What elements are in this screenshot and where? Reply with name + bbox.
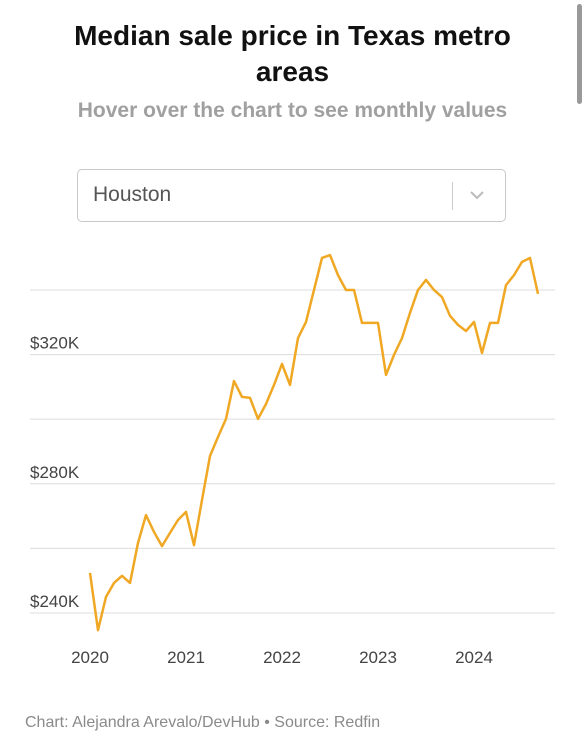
x-tick-label: 2021 xyxy=(167,648,205,667)
y-tick-label: $320K xyxy=(30,334,80,353)
scrollbar xyxy=(577,4,582,104)
x-tick-label: 2024 xyxy=(455,648,493,667)
dropdown-arrow[interactable] xyxy=(468,188,486,202)
y-tick-label: $240K xyxy=(30,592,80,611)
y-tick-label: $280K xyxy=(30,463,80,482)
dropdown-value: Houston xyxy=(93,183,172,206)
metro-dropdown[interactable]: Houston xyxy=(77,169,506,222)
chart-source: Chart: Alejandra Arevalo/DevHub • Source… xyxy=(25,714,381,731)
x-tick-label: 2020 xyxy=(71,648,109,667)
x-tick-label: 2022 xyxy=(263,648,301,667)
chart: $240K $280K $320K 2020 2021 2022 2023 2024 xyxy=(30,253,555,667)
x-tick-label: 2023 xyxy=(359,648,397,667)
chart-subtitle: Hover over the chart to see monthly valu… xyxy=(77,99,508,122)
dropdown-separator xyxy=(452,182,453,210)
chart-title: Median sale price in Texas metro areas xyxy=(74,20,511,87)
price-line xyxy=(88,253,540,632)
